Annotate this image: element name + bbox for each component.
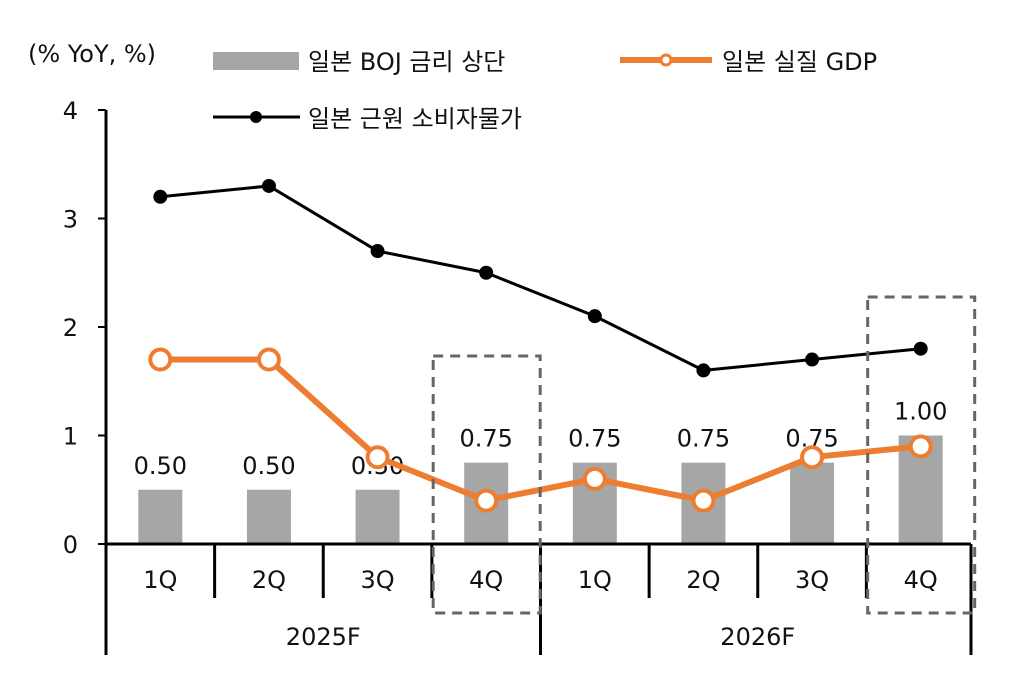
point-gdp-4	[582, 466, 607, 491]
bar-boj-1	[246, 489, 291, 544]
point-cpi-5	[696, 363, 711, 378]
point-cpi-2	[370, 244, 385, 259]
data-label-boj-5: 0.75	[677, 425, 730, 453]
bar-boj-0	[138, 489, 183, 544]
point-cpi-6	[805, 352, 820, 367]
point-gdp-0	[148, 347, 173, 372]
x-tick-label-3: 4Q	[469, 566, 503, 594]
highlight-box-7	[866, 295, 977, 615]
legend: 일본 BOJ 금리 상단 일본 실질 GDP 일본 근원 소비자물가	[213, 48, 877, 133]
data-label-boj-4: 0.75	[568, 425, 621, 453]
legend-cpi-marker	[250, 111, 262, 123]
legend-label-boj: 일본 BOJ 금리 상단	[308, 48, 505, 76]
unit-label: (% YoY, %)	[28, 40, 156, 68]
point-cpi-7	[913, 341, 928, 356]
x-group-label-0: 2025F	[286, 623, 361, 651]
y-tick-label-1: 1	[63, 423, 78, 451]
x-tick-label-4: 1Q	[578, 566, 612, 594]
data-label-boj-1: 0.50	[242, 452, 295, 480]
x-tick-label-0: 1Q	[143, 566, 177, 594]
x-group-label-1: 2026F	[720, 623, 795, 651]
legend-label-cpi: 일본 근원 소비자물가	[308, 105, 522, 133]
point-cpi-4	[587, 309, 602, 324]
y-tick-label-4: 4	[63, 97, 78, 125]
point-cpi-1	[261, 178, 276, 193]
bar-boj-6	[790, 462, 835, 544]
x-tick-label-1: 2Q	[252, 566, 286, 594]
point-cpi-3	[479, 265, 494, 280]
x-tick-label-6: 3Q	[795, 566, 829, 594]
y-tick-label-2: 2	[63, 314, 78, 342]
point-gdp-1	[256, 347, 281, 372]
bar-boj-2	[355, 489, 400, 544]
x-tick-label-5: 2Q	[686, 566, 720, 594]
point-cpi-0	[153, 189, 168, 204]
point-gdp-3	[474, 488, 499, 513]
legend-label-gdp: 일본 실질 GDP	[722, 48, 877, 76]
data-label-boj-7: 1.00	[894, 398, 947, 426]
legend-bar-swatch	[213, 52, 299, 70]
x-tick-label-7: 4Q	[904, 566, 938, 594]
line-cpi	[160, 184, 921, 372]
x-tick-label-2: 3Q	[360, 566, 394, 594]
point-gdp-2	[365, 445, 390, 470]
point-gdp-6	[800, 445, 825, 470]
highlight-box-3	[431, 354, 542, 615]
data-label-boj-0: 0.50	[134, 452, 187, 480]
legend-gdp-marker	[659, 53, 673, 67]
y-tick-label-3: 3	[63, 206, 78, 234]
data-label-boj-3: 0.75	[459, 425, 512, 453]
y-tick-label-0: 0	[63, 531, 78, 559]
point-gdp-7	[908, 434, 933, 459]
point-gdp-5	[691, 488, 716, 513]
